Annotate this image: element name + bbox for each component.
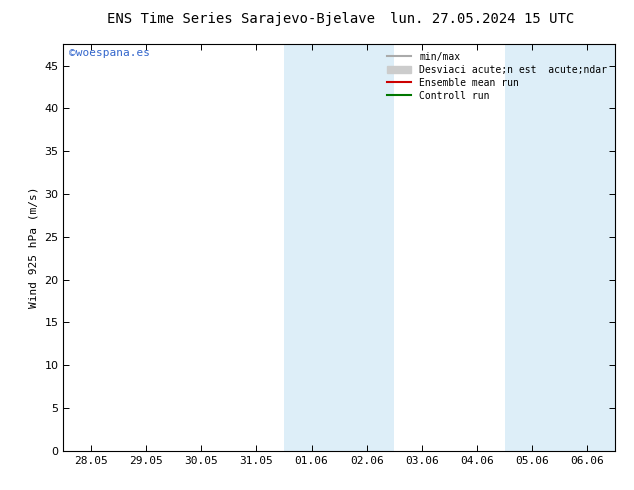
Bar	[505, 44, 615, 451]
Text: ENS Time Series Sarajevo-Bjelave: ENS Time Series Sarajevo-Bjelave	[107, 12, 375, 26]
Text: ©woespana.es: ©woespana.es	[69, 48, 150, 58]
Legend: min/max, Desviaci acute;n est  acute;ndar, Ensemble mean run, Controll run: min/max, Desviaci acute;n est acute;ndar…	[384, 49, 610, 103]
Y-axis label: Wind 925 hPa (m/s): Wind 925 hPa (m/s)	[29, 187, 39, 308]
Bar	[284, 44, 394, 451]
Text: lun. 27.05.2024 15 UTC: lun. 27.05.2024 15 UTC	[390, 12, 574, 26]
